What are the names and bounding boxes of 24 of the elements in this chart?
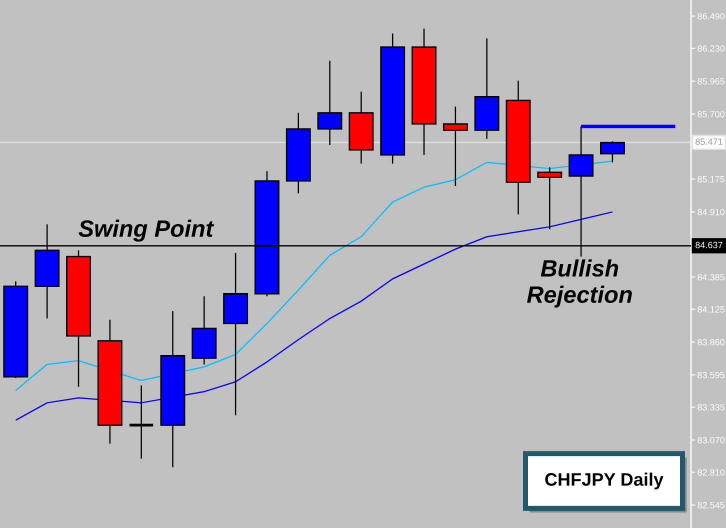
y-tick-label: 85.965	[698, 78, 724, 85]
y-tick-label: 84.125	[698, 306, 724, 313]
candlestick	[600, 140, 625, 163]
y-tick-label: 86.490	[698, 13, 725, 20]
y-tick-label: 85.175	[698, 176, 724, 182]
y-tick-label: 84.910	[698, 208, 725, 216]
candlestick	[537, 166, 562, 230]
annotation: Swing Point	[78, 220, 214, 242]
y-tick-label: 82.545	[698, 502, 724, 508]
y-tick-label: 84.385	[698, 274, 724, 280]
ref-line-label: 85.471	[696, 138, 722, 145]
y-tick-label: 83.860	[698, 339, 725, 346]
candlestick	[317, 60, 342, 146]
y-tick-label: 85.700	[698, 110, 725, 118]
annotation: Bullish Rejection	[527, 259, 632, 308]
candlestick	[128, 384, 155, 460]
candlestick	[442, 106, 468, 187]
y-tick-label: 83.070	[698, 436, 725, 444]
y-tick-label: 83.595	[698, 372, 724, 378]
y-tick-label: 83.335	[698, 404, 724, 411]
text: CHFJPY Daily	[545, 472, 664, 490]
ref-line-label: 84.637	[696, 242, 722, 248]
y-tick-label: 86.230	[698, 45, 725, 52]
y-tick-label: 82.810	[698, 469, 725, 476]
